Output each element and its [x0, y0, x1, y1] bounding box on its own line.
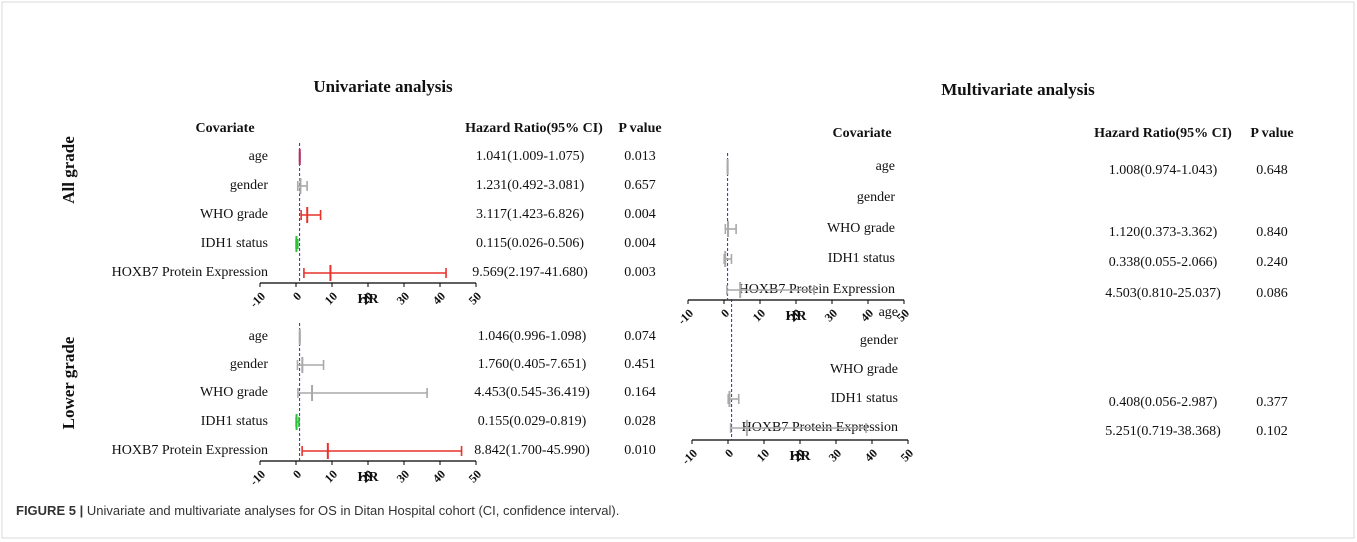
p-value: 0.086 [1256, 286, 1288, 301]
row-title: Lower grade [59, 336, 78, 429]
hr-ci-label: 0.115(0.026-0.506) [476, 236, 584, 251]
column-header: Covariate [195, 121, 254, 136]
x-tick-label: 0 [290, 467, 304, 481]
p-value: 0.010 [624, 443, 656, 458]
column-header: Covariate [832, 126, 891, 141]
x-tick-label: 10 [754, 446, 772, 464]
caption-text: Univariate and multivariate analyses for… [87, 503, 620, 518]
covariate-label: IDH1 status [201, 414, 268, 429]
x-tick-label: 50 [898, 446, 916, 464]
p-value: 0.074 [624, 329, 656, 344]
p-value: 0.377 [1256, 395, 1288, 410]
p-value: 0.657 [624, 178, 656, 193]
x-tick-label: 30 [394, 289, 412, 307]
covariate-label: WHO grade [827, 221, 895, 236]
covariate-label: gender [857, 190, 895, 205]
covariate-label: gender [230, 178, 268, 193]
x-tick-label: 40 [430, 467, 448, 485]
covariate-label: WHO grade [200, 385, 268, 400]
x-tick-label: 50 [466, 289, 484, 307]
covariate-label: HOXB7 Protein Expression [112, 443, 268, 458]
column-header: P value [618, 121, 661, 136]
hr-ci-label: 8.842(1.700-45.990) [474, 443, 590, 458]
covariate-label: HOXB7 Protein Expression [739, 282, 895, 297]
x-tick-label: 10 [322, 289, 340, 307]
hr-ci-label: 1.120(0.373-3.362) [1109, 225, 1218, 240]
x-tick-label: 0 [722, 446, 736, 460]
p-value: 0.240 [1256, 255, 1288, 270]
p-value: 0.003 [624, 265, 656, 280]
x-tick-label: 30 [822, 306, 840, 324]
x-tick-label: -10 [247, 289, 268, 310]
hr-ci-label: 1.231(0.492-3.081) [476, 178, 585, 193]
hr-ci-label: 3.117(1.423-6.826) [476, 207, 584, 222]
covariate-label: age [876, 159, 895, 174]
x-tick-label: 10 [750, 306, 768, 324]
x-tick-label: 40 [430, 289, 448, 307]
covariate-label: gender [860, 333, 898, 348]
hr-ci-label: 1.041(1.009-1.075) [476, 149, 585, 164]
x-tick-label: 30 [394, 467, 412, 485]
p-value: 0.004 [624, 207, 656, 222]
hr-ci-label: 4.503(0.810-25.037) [1105, 286, 1221, 301]
x-axis-label: HR [358, 292, 380, 307]
hr-ci-label: 5.251(0.719-38.368) [1105, 424, 1221, 439]
x-axis-label: HR [790, 449, 812, 464]
x-tick-label: 30 [826, 446, 844, 464]
x-axis-label: HR [358, 470, 380, 485]
x-tick-label: 10 [322, 467, 340, 485]
p-value: 0.102 [1256, 424, 1288, 439]
panel-title: Multivariate analysis [941, 80, 1095, 99]
covariate-label: IDH1 status [828, 251, 895, 266]
caption: FIGURE 5 | Univariate and multivariate a… [16, 503, 619, 518]
hr-ci-label: 0.408(0.056-2.987) [1109, 395, 1218, 410]
covariate-label: WHO grade [830, 362, 898, 377]
column-header: Hazard Ratio(95% CI) [1094, 126, 1232, 141]
hr-ci-label: 4.453(0.545-36.419) [474, 385, 590, 400]
x-axis-label: HR [786, 309, 808, 324]
p-value: 0.451 [624, 357, 656, 372]
p-value: 0.004 [624, 236, 656, 251]
covariate-label: gender [230, 357, 268, 372]
column-header: Hazard Ratio(95% CI) [465, 121, 603, 136]
p-value: 0.648 [1256, 163, 1288, 178]
covariate-label: WHO grade [200, 207, 268, 222]
p-value: 0.840 [1256, 225, 1288, 240]
covariate-label: age [249, 149, 268, 164]
covariate-label: IDH1 status [831, 391, 898, 406]
x-tick-label: 40 [862, 446, 880, 464]
x-tick-label: -10 [679, 446, 700, 467]
hr-ci-label: 1.760(0.405-7.651) [478, 357, 587, 372]
p-value: 0.013 [624, 149, 656, 164]
hr-ci-label: 0.155(0.029-0.819) [478, 414, 587, 429]
covariate-label: HOXB7 Protein Expression [112, 265, 268, 280]
x-tick-label: 40 [858, 306, 876, 324]
x-tick-label: -10 [675, 306, 696, 327]
column-header: P value [1250, 126, 1293, 141]
caption-label: FIGURE 5 | [16, 503, 83, 518]
hr-ci-label: 1.046(0.996-1.098) [478, 329, 587, 344]
covariate-label: age [879, 305, 898, 320]
p-value: 0.164 [624, 385, 656, 400]
x-tick-label: 0 [718, 306, 732, 320]
hr-ci-label: 9.569(2.197-41.680) [472, 265, 588, 280]
hr-ci-label: 1.008(0.974-1.043) [1109, 163, 1218, 178]
covariate-label: IDH1 status [201, 236, 268, 251]
panel-title: Univariate analysis [313, 77, 453, 96]
row-title: All grade [59, 136, 78, 204]
hr-ci-label: 0.338(0.055-2.066) [1109, 255, 1218, 270]
p-value: 0.028 [624, 414, 656, 429]
x-tick-label: 0 [290, 289, 304, 303]
x-tick-label: 50 [466, 467, 484, 485]
x-tick-label: -10 [247, 467, 268, 488]
covariate-label: age [249, 329, 268, 344]
